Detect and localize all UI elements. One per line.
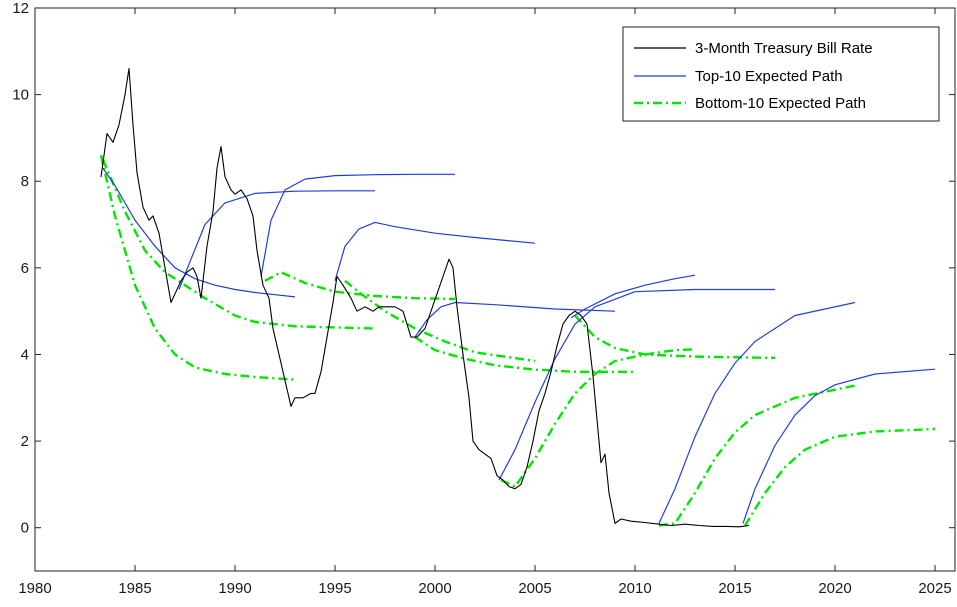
y-tick-label: 12	[12, 0, 29, 17]
y-tick-label: 0	[21, 520, 29, 537]
x-tick-label: 2005	[518, 580, 551, 597]
y-tick-label: 8	[21, 173, 29, 190]
bottom-10-path	[574, 314, 776, 360]
bottom-10-path	[658, 384, 856, 527]
bottom-10-path	[414, 336, 635, 373]
bottom-10-paths	[99, 154, 936, 527]
tbill-series	[100, 68, 750, 528]
legend: 3-Month Treasury Bill Rate Top-10 Expect…	[622, 26, 940, 122]
top-10-path	[570, 274, 696, 319]
y-tick-label: 10	[12, 87, 29, 104]
bottom-10-path	[264, 271, 456, 301]
y-tick-label: 2	[21, 433, 29, 450]
bottom-10-path	[99, 154, 296, 381]
legend-label-top10: Top-10 Expected Path	[695, 68, 843, 85]
x-tick-label: 1985	[118, 580, 151, 597]
x-tick-label: 1995	[318, 580, 351, 597]
y-tick-label: 4	[21, 346, 29, 363]
x-tick-label: 1990	[218, 580, 251, 597]
y-tick-label: 6	[21, 260, 29, 277]
legend-label-bottom10: Bottom-10 Expected Path	[695, 95, 866, 112]
axis-ticks: 1980 1985 1990 1995 2000 2005 2010 2015 2020 2025…	[12, 0, 955, 597]
legend-box	[622, 26, 940, 122]
top-10-path	[742, 368, 936, 524]
x-tick-label: 1980	[18, 580, 51, 597]
top-10-path	[334, 221, 536, 281]
x-tick-label: 2015	[718, 580, 751, 597]
bottom-10-path	[101, 159, 376, 330]
x-tick-label: 2000	[418, 580, 451, 597]
x-tick-label: 2010	[618, 580, 651, 597]
top-10-paths	[102, 167, 936, 524]
x-tick-label: 2020	[818, 580, 851, 597]
legend-label-tbill: 3-Month Treasury Bill Rate	[695, 40, 873, 57]
top-10-path	[102, 167, 296, 298]
top-10-path	[260, 173, 455, 277]
top-10-path	[658, 301, 856, 524]
tbill-line	[100, 68, 750, 528]
x-tick-label: 2025	[918, 580, 951, 597]
top-10-path	[178, 190, 375, 290]
top-10-path	[414, 301, 616, 338]
bottom-10-path	[344, 279, 536, 363]
bottom-10-path	[743, 427, 936, 527]
top-10-path	[498, 288, 775, 481]
